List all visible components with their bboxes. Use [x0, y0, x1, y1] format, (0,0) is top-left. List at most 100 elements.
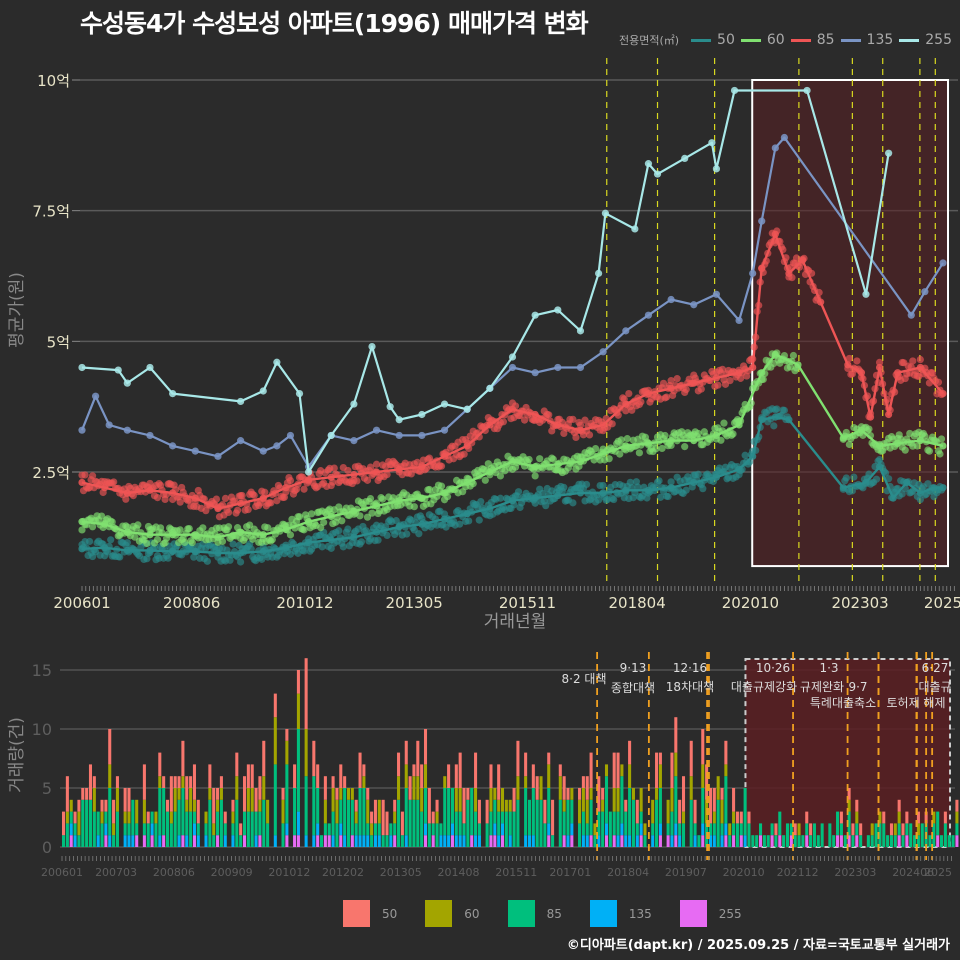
- bar-segment-255: [135, 835, 139, 847]
- bar-segment-50: [551, 799, 555, 836]
- bar-segment-85: [242, 811, 247, 836]
- bar-segment-50: [916, 811, 920, 824]
- data-point: [134, 521, 142, 529]
- bar-segment-135: [423, 823, 428, 836]
- bar-segment-85: [358, 788, 362, 836]
- data-point: [415, 530, 423, 538]
- bar-segment-135: [628, 835, 632, 847]
- legend-bottom: 50 60 85 135 255: [343, 900, 770, 927]
- bar-segment-85: [766, 835, 770, 847]
- data-point: [368, 509, 376, 517]
- bar-segment-85: [470, 788, 474, 836]
- data-point: [694, 470, 702, 478]
- bar-segment-85: [285, 764, 289, 824]
- data-point: [244, 506, 252, 514]
- bar-segment-85: [281, 823, 285, 847]
- bar-segment-85: [273, 764, 277, 836]
- bar-segment-85: [254, 811, 258, 836]
- bar-segment-50: [678, 799, 682, 824]
- x-tick-label: 202010: [723, 866, 765, 879]
- x-tick-label: 2025: [924, 866, 952, 879]
- data-point: [866, 413, 875, 421]
- data-point: [794, 361, 802, 369]
- bar-segment-50: [331, 776, 335, 788]
- bar-segment-255: [759, 835, 763, 847]
- data-point: [237, 558, 245, 566]
- bar-segment-60: [616, 788, 620, 812]
- data-point: [939, 390, 947, 398]
- bar-segment-85: [246, 811, 250, 847]
- bar-segment-135: [524, 835, 528, 847]
- bar-segment-135: [312, 835, 316, 847]
- bar-segment-255: [104, 835, 108, 847]
- bar-segment-85: [597, 811, 601, 836]
- data-point: [229, 540, 237, 548]
- bar-segment-60: [335, 799, 339, 824]
- data-point: [486, 468, 494, 476]
- bar-segment-135: [339, 823, 343, 836]
- data-point: [486, 384, 494, 392]
- x-tick-label: 201408: [437, 866, 479, 879]
- bar-segment-50: [589, 752, 593, 788]
- bar-segment-50: [262, 740, 266, 777]
- bar-segment-50: [809, 823, 813, 836]
- bar-segment-60: [670, 788, 674, 812]
- policy-label: 9·7: [848, 680, 867, 694]
- bar-segment-50: [774, 823, 778, 836]
- data-point: [233, 506, 242, 514]
- bar-segment-255: [216, 835, 220, 847]
- bar-segment-255: [739, 835, 743, 847]
- bar-segment-85: [920, 823, 924, 847]
- credit-text: ©디아파트(dapt.kr) / 2025.09.25 / 자료=국토교통부 실…: [566, 938, 950, 953]
- bar-segment-85: [474, 811, 478, 836]
- data-point: [181, 538, 189, 547]
- data-point: [440, 452, 449, 460]
- data-point: [101, 484, 109, 492]
- data-point: [286, 531, 295, 539]
- x-tick-label: 200601: [41, 866, 83, 879]
- bar-segment-85: [612, 811, 616, 836]
- data-point: [616, 450, 624, 458]
- bar-segment-60: [231, 811, 235, 824]
- data-point: [486, 421, 494, 429]
- bar-segment-85: [346, 799, 351, 847]
- bar-segment-85: [851, 835, 855, 847]
- bar-segment-60: [570, 788, 574, 800]
- data-point: [224, 523, 233, 531]
- legend-box: [589, 900, 617, 927]
- bar-segment-50: [370, 811, 374, 824]
- data-point: [286, 476, 295, 485]
- bar-segment-60: [578, 799, 582, 824]
- data-point: [123, 489, 131, 497]
- bar-segment-50: [431, 811, 435, 824]
- data-point: [356, 512, 364, 520]
- y-tick-label: 5: [42, 779, 52, 798]
- bar-segment-60: [304, 729, 308, 777]
- bar-segment-50: [851, 823, 855, 836]
- legend-item-85: 85: [790, 32, 835, 48]
- data-point: [839, 484, 847, 492]
- bar-segment-60: [65, 811, 69, 824]
- bar-segment-135: [254, 835, 258, 847]
- bar-segment-50: [477, 799, 481, 824]
- data-point: [123, 426, 131, 434]
- bar-segment-135: [604, 823, 609, 836]
- bar-segment-60: [489, 788, 493, 812]
- y-tick-label: 0: [42, 838, 52, 857]
- bar-segment-60: [524, 776, 528, 788]
- bar-segment-85: [96, 811, 100, 836]
- bar-segment-50: [735, 811, 739, 824]
- bar-segment-255: [423, 835, 428, 847]
- bar-segment-50: [73, 811, 77, 824]
- policy-label: 8·2 대책: [562, 671, 607, 686]
- legend-swatch: [899, 38, 920, 42]
- data-point: [350, 507, 358, 515]
- data-point: [185, 524, 193, 533]
- data-point: [939, 259, 947, 267]
- data-point: [599, 489, 607, 497]
- data-point: [191, 494, 199, 502]
- data-point: [282, 525, 290, 534]
- bar-segment-50: [435, 799, 439, 812]
- data-point: [101, 544, 109, 552]
- data-point: [146, 431, 154, 440]
